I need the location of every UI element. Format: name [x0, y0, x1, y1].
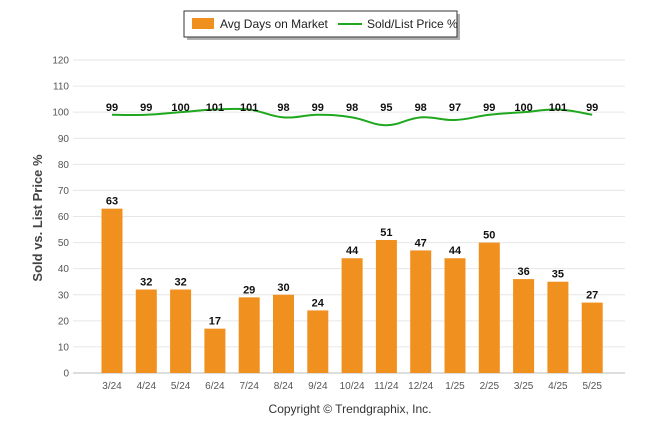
y-tick-label: 50: [58, 238, 70, 249]
x-axis: 3/24 4/24 5/24 6/24 7/24 8/24 9/24 10/24 11/24 12…: [102, 381, 602, 392]
bar: [341, 258, 363, 373]
bar-value-label: 36: [517, 266, 529, 278]
line-value-label: 100: [514, 102, 532, 114]
x-tick-label: 4/25: [548, 381, 568, 392]
y-tick-label: 10: [58, 342, 70, 353]
line-value-label: 95: [380, 102, 392, 114]
y-tick-label: 70: [58, 186, 70, 197]
bar-value-label: 44: [449, 245, 462, 257]
y-tick-label: 120: [52, 56, 69, 67]
bar-value-label: 35: [552, 269, 564, 281]
x-tick-label: 4/24: [137, 381, 157, 392]
y-tick-label: 20: [58, 316, 70, 327]
line-value-label: 97: [449, 102, 461, 114]
x-tick-label: 2/25: [480, 381, 500, 392]
x-tick-label: 8/24: [274, 381, 294, 392]
y-tick-label: 30: [58, 290, 70, 301]
legend-box: [183, 10, 458, 38]
line-value-label: 99: [140, 102, 152, 114]
bar: [547, 281, 569, 373]
y-tick-label: 60: [58, 212, 70, 223]
y-tick-label: 90: [58, 134, 70, 145]
x-tick-label: 12/24: [408, 381, 433, 392]
line-value-label: 100: [171, 102, 189, 114]
y-axis-title: Sold vs. List Price %: [30, 154, 45, 282]
bar: [444, 258, 466, 373]
line-series: [111, 107, 593, 127]
legend-label-bar: Avg Days on Market: [220, 17, 328, 31]
copyright: Copyright © Trendgraphix, Inc.: [269, 402, 432, 416]
x-tick-label: 6/24: [205, 381, 225, 392]
bar-value-label: 47: [415, 237, 427, 249]
line-value-label: 99: [586, 102, 598, 114]
bar-value-label: 63: [106, 196, 118, 208]
line-value-label: 101: [549, 102, 567, 114]
bar: [513, 279, 535, 373]
bar-value-label: 32: [174, 277, 186, 289]
bar-value-label: 29: [243, 284, 255, 296]
x-tick-label: 3/24: [102, 381, 122, 392]
line-value-label: 99: [483, 102, 495, 114]
bar-value-label: 51: [380, 227, 392, 239]
y-tick-label: 40: [58, 264, 70, 275]
bar: [273, 294, 294, 373]
bar-value-label: 24: [312, 297, 325, 309]
line-value-label: 101: [240, 102, 258, 114]
line-value-label: 99: [312, 102, 324, 114]
bar-value-label: 30: [277, 282, 289, 294]
bar-value-label: 17: [209, 316, 221, 328]
bar-value-label: 27: [586, 290, 598, 302]
x-tick-label: 11/24: [374, 381, 399, 392]
legend-label-line: Sold/List Price %: [367, 17, 458, 31]
bar: [581, 302, 603, 373]
y-tick-label: 0: [63, 369, 69, 380]
y-tick-label: 80: [58, 160, 70, 171]
line-value-label: 101: [206, 102, 224, 114]
line-value-label: 98: [415, 102, 427, 114]
bar: [204, 328, 226, 373]
line-value-label: 98: [277, 102, 289, 114]
x-tick-label: 9/24: [308, 381, 328, 392]
legend: Avg Days on Market Sold/List Price %: [183, 10, 460, 40]
bar-value-label: 50: [483, 230, 495, 242]
bar-series: [101, 208, 603, 373]
y-tick-label: 100: [52, 108, 69, 119]
bar: [135, 289, 157, 373]
bar: [478, 242, 500, 373]
bar: [410, 250, 432, 373]
y-axis: 0 10 20 30 40 50 60 70 80 90 100 110 120: [52, 56, 69, 380]
bar: [375, 239, 397, 373]
bar: [170, 289, 192, 373]
bar-value-label: 44: [346, 245, 359, 257]
x-tick-label: 5/25: [582, 381, 602, 392]
sold-list-line: [111, 107, 593, 127]
bar: [238, 297, 260, 373]
data-labels: 63 32 32 17 29 30 24 44 51 47 44 50 36 35 27 99 99 100 101…: [106, 102, 598, 328]
x-tick-label: 5/24: [171, 381, 191, 392]
line-value-label: 99: [106, 102, 118, 114]
y-tick-label: 110: [53, 82, 69, 93]
bar: [101, 208, 123, 373]
x-tick-label: 3/25: [514, 381, 534, 392]
line-value-label: 98: [346, 102, 358, 114]
bar: [307, 310, 329, 373]
legend-swatch-bar: [192, 18, 214, 29]
x-tick-label: 1/25: [445, 381, 465, 392]
x-tick-label: 7/24: [239, 381, 259, 392]
x-tick-label: 10/24: [340, 381, 365, 392]
bar-value-label: 32: [140, 277, 152, 289]
